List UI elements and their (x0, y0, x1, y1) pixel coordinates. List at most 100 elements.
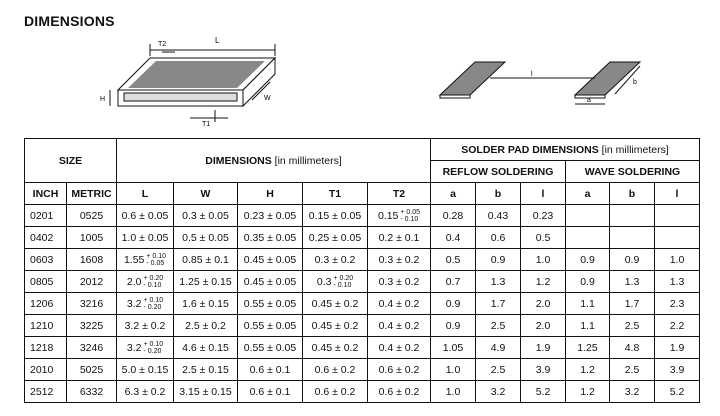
value: 0.25 ± 0.05 (308, 231, 362, 244)
value: 0.55 ± 0.05 (243, 319, 297, 332)
value: 1.0 ± 0.05 (121, 231, 169, 244)
value: 0.6 ± 0.2 (314, 385, 356, 398)
value: 0.55 ± 0.05 (243, 341, 297, 354)
tolerance-plus: + 0.10 (143, 296, 164, 304)
cell-wb: 4.8 (609, 336, 655, 359)
cell-rl: 0.5 (520, 226, 566, 249)
cell-l: 6.3 ± 0.2 (116, 380, 174, 403)
value: 0.3 (316, 275, 332, 288)
cell-inch: 2512 (24, 380, 67, 403)
cell-metric: 5025 (66, 358, 117, 381)
solder-pad-diagram: l a b (438, 61, 642, 105)
cell-rl: 5.2 (520, 380, 566, 403)
value: 3.15 ± 0.15 (179, 385, 232, 398)
value: 0.6 ± 0.1 (249, 385, 291, 398)
column-header: H (237, 182, 303, 205)
cell-rl: 1.0 (520, 248, 566, 271)
cell-wa: 1.1 (565, 314, 610, 337)
cell-rb: 0.43 (475, 204, 521, 227)
cell-l: 0.6 ± 0.05 (116, 204, 174, 227)
size-header: SIZE (24, 138, 117, 183)
cell-ra: 0.28 (430, 204, 476, 227)
tolerance: + 0.10- 0.20 (143, 297, 163, 311)
table-row: 0603 1608 1.55 + 0.10- 0.05 0.85 ± 0.1 0.45 ±… (24, 248, 700, 271)
tolerance: + 0.05- 0.10 (400, 209, 420, 223)
value: 0.23 ± 0.05 (243, 209, 297, 222)
cell-inch: 1206 (24, 292, 67, 315)
reflow-header: REFLOW SOLDERING (430, 160, 566, 183)
cell-ra: 1.0 (430, 380, 476, 403)
value: 3.2 ± 0.2 (124, 319, 166, 332)
value: 1.6 ± 0.15 (182, 297, 229, 310)
cell-w: 4.6 ± 0.15 (173, 336, 238, 359)
cell-rb: 2.5 (475, 314, 521, 337)
cell-wa: 1.25 (565, 336, 610, 359)
cell-l: 3.2 + 0.10- 0.20 (116, 336, 174, 359)
column-header: l (520, 182, 566, 205)
cell-rl: 3.9 (520, 358, 566, 381)
cell-h: 0.55 ± 0.05 (237, 314, 303, 337)
cell-ra: 0.9 (430, 314, 476, 337)
column-header: T1 (302, 182, 368, 205)
cell-wa: 1.2 (565, 380, 610, 403)
value: 0.4 ± 0.2 (378, 341, 420, 354)
cell-t2: 0.6 ± 0.2 (367, 358, 431, 381)
cell-l: 1.55 + 0.10- 0.05 (116, 248, 174, 271)
cell-t2: 0.6 ± 0.2 (367, 380, 431, 403)
cell-inch: 0402 (24, 226, 67, 249)
column-header: l (654, 182, 700, 205)
cell-wl (654, 226, 700, 249)
cell-wa: 1.1 (565, 292, 610, 315)
cell-wb: 1.3 (609, 270, 655, 293)
cell-h: 0.55 ± 0.05 (237, 292, 303, 315)
value: 0.5 ± 0.05 (182, 231, 229, 244)
value: 0.6 ± 0.1 (249, 363, 291, 376)
cell-w: 0.85 ± 0.1 (173, 248, 238, 271)
cell-rb: 2.5 (475, 358, 521, 381)
cell-h: 0.55 ± 0.05 (237, 336, 303, 359)
value: 0.3 ± 0.2 (378, 275, 420, 288)
cell-t2: 0.2 ± 0.1 (367, 226, 431, 249)
cell-wl: 5.2 (654, 380, 700, 403)
value: 0.15 ± 0.05 (308, 209, 362, 222)
cell-wl: 2.3 (654, 292, 700, 315)
value: 0.6 ± 0.2 (314, 363, 356, 376)
value: 2.5 ± 0.15 (182, 363, 229, 376)
cell-wa (565, 226, 610, 249)
value: 2.5 ± 0.2 (185, 319, 226, 332)
cell-metric: 0525 (66, 204, 117, 227)
dimensions-header-text: DIMENSIONS (205, 154, 272, 167)
cell-w: 1.6 ± 0.15 (173, 292, 238, 315)
solder-pad-unit: [in millimeters] (601, 143, 669, 156)
cell-t1: 0.3 ± 0.2 (302, 248, 368, 271)
cell-rl: 0.23 (520, 204, 566, 227)
label-W: W (264, 95, 271, 102)
cell-h: 0.23 ± 0.05 (237, 204, 303, 227)
cell-inch: 2010 (24, 358, 67, 381)
cell-wa (565, 204, 610, 227)
tolerance-minus: - 0.10 (143, 281, 162, 289)
solder-pad-header-text: SOLDER PAD DIMENSIONS (461, 143, 599, 156)
label-H: H (100, 96, 105, 103)
table-row: 1210 3225 3.2 ± 0.2 2.5 ± 0.2 0.55 ± 0.05 0.4… (24, 314, 700, 337)
cell-ra: 0.5 (430, 248, 476, 271)
cell-w: 0.5 ± 0.05 (173, 226, 238, 249)
cell-wa: 0.9 (565, 270, 610, 293)
cell-rl: 2.0 (520, 314, 566, 337)
cell-wb: 1.7 (609, 292, 655, 315)
table-row: 1218 3246 3.2 + 0.10- 0.20 4.6 ± 0.15 0.55 ± … (24, 336, 700, 359)
tolerance-plus: + 0.10 (146, 252, 167, 260)
cell-inch: 0805 (24, 270, 67, 293)
cell-t2: 0.3 ± 0.2 (367, 270, 431, 293)
cell-t2: 0.15 + 0.05- 0.10 (367, 204, 431, 227)
column-header: INCH (24, 182, 67, 205)
cell-ra: 0.7 (430, 270, 476, 293)
column-header: METRIC (66, 182, 117, 205)
label-l: l (531, 71, 533, 78)
value: 1.55 (123, 253, 145, 266)
value: 0.6 ± 0.2 (378, 363, 420, 376)
cell-t2: 0.4 ± 0.2 (367, 336, 431, 359)
cell-t2: 0.4 ± 0.2 (367, 292, 431, 315)
tolerance-minus: - 0.20 (143, 347, 162, 355)
column-header: L (116, 182, 174, 205)
